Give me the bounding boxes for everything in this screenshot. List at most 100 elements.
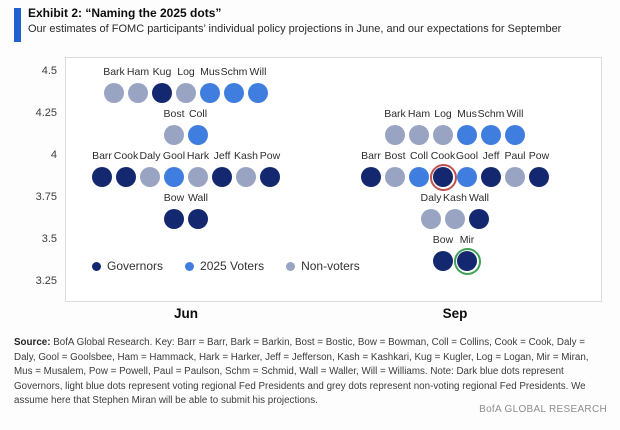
- dot-name-label: Jeff: [213, 150, 231, 162]
- dot-sep-bost: [385, 167, 405, 187]
- dot-name-label: Schm: [477, 108, 505, 120]
- dot-name-label: Wall: [187, 192, 209, 204]
- y-axis-tick: 3.5: [41, 233, 57, 245]
- exhibit-accent-bar: [14, 8, 21, 42]
- dot-name-label: Hark: [186, 150, 210, 162]
- governor-dot-icon: [92, 261, 101, 271]
- dot-jun-log: [176, 83, 196, 103]
- legend-label: 2025 Voters: [200, 259, 265, 273]
- dot-sep-mir: [457, 251, 477, 271]
- dot-name-label: Log: [177, 66, 195, 78]
- y-axis-tick: 4: [50, 149, 57, 161]
- dot-jun-schm: [224, 83, 244, 103]
- x-axis-group-label-jun: Jun: [173, 306, 199, 321]
- dot-sep-schm: [481, 125, 501, 145]
- dot-name-label: Kash: [443, 192, 467, 204]
- dot-jun-cook: [116, 167, 136, 187]
- dot-jun-kug: [152, 83, 172, 103]
- dot-name-label: Mus: [457, 108, 477, 120]
- x-axis-group-label-sep: Sep: [442, 306, 468, 321]
- dot-name-label: Bost: [163, 108, 185, 120]
- dot-sep-coll: [409, 167, 429, 187]
- dot-name-label: Log: [434, 108, 452, 120]
- voter-dot-icon: [185, 261, 195, 271]
- dot-sep-gool: [457, 167, 477, 187]
- y-axis-tick: 3.25: [35, 275, 57, 287]
- dot-sep-cook: [433, 167, 453, 187]
- dot-sep-bark: [385, 125, 405, 145]
- dot-sep-paul: [505, 167, 525, 187]
- dot-name-label: Will: [506, 108, 524, 120]
- dot-name-label: Gool: [455, 150, 479, 162]
- chart-legend: Governors 2025 Voters Non-voters: [92, 259, 360, 273]
- dot-sep-bow: [433, 251, 453, 271]
- dot-jun-coll: [188, 125, 208, 145]
- legend-label: Governors: [107, 259, 164, 273]
- dot-sep-wall: [469, 209, 489, 229]
- source-note: Source: BofA Global Research. Key: Barr …: [14, 336, 608, 409]
- dot-name-label: Ham: [407, 108, 431, 120]
- dot-jun-ham: [128, 83, 148, 103]
- dot-name-label: Barr: [92, 150, 112, 162]
- dot-name-label: Kug: [152, 66, 172, 78]
- dot-jun-jeff: [212, 167, 232, 187]
- source-text: BofA Global Research. Key: Barr = Barr, …: [14, 337, 589, 407]
- dot-sep-will: [505, 125, 525, 145]
- dot-jun-bow: [164, 209, 184, 229]
- dot-sep-barr: [361, 167, 381, 187]
- dot-sep-log: [433, 125, 453, 145]
- y-axis-tick: 4.25: [35, 107, 57, 119]
- dot-jun-barr: [92, 167, 112, 187]
- dot-sep-kash: [445, 209, 465, 229]
- source-label: Source:: [14, 337, 51, 348]
- exhibit-subtitle: Our estimates of FOMC participants’ indi…: [28, 23, 562, 35]
- dot-name-label: Jeff: [482, 150, 500, 162]
- legend-item-voter: 2025 Voters: [185, 259, 264, 273]
- legend-item-governor: Governors: [92, 259, 163, 273]
- dot-jun-pow: [260, 167, 280, 187]
- legend-label: Non-voters: [301, 259, 360, 273]
- dot-sep-ham: [409, 125, 429, 145]
- dot-name-label: Coll: [409, 150, 429, 162]
- dot-name-label: Bow: [163, 192, 185, 204]
- dot-name-label: Pow: [528, 150, 550, 162]
- highlight-ring-mir: [453, 247, 481, 275]
- dot-name-label: Daly: [420, 192, 442, 204]
- dot-jun-gool: [164, 167, 184, 187]
- legend-item-nonvoter: Non-voters: [286, 259, 360, 273]
- dot-sep-mus: [457, 125, 477, 145]
- dot-name-label: Daly: [139, 150, 161, 162]
- dot-name-label: Bark: [103, 66, 125, 78]
- dot-name-label: Mus: [200, 66, 220, 78]
- dot-name-label: Cook: [430, 150, 456, 162]
- y-axis-tick: 3.75: [35, 191, 57, 203]
- nonvoter-dot-icon: [286, 261, 296, 271]
- dot-name-label: Ham: [126, 66, 150, 78]
- dot-jun-bost: [164, 125, 184, 145]
- dot-name-label: Paul: [504, 150, 526, 162]
- highlight-ring-cook: [429, 163, 457, 191]
- dot-name-label: Bost: [384, 150, 406, 162]
- dot-jun-bark: [104, 83, 124, 103]
- dot-name-label: Gool: [162, 150, 186, 162]
- dot-name-label: Schm: [220, 66, 248, 78]
- dot-name-label: Kash: [234, 150, 258, 162]
- brand-mark: BofA GLOBAL RESEARCH: [479, 404, 607, 415]
- dot-sep-daly: [421, 209, 441, 229]
- dot-name-label: Pow: [259, 150, 281, 162]
- dot-name-label: Bark: [384, 108, 406, 120]
- dot-jun-kash: [236, 167, 256, 187]
- dot-jun-mus: [200, 83, 220, 103]
- dot-name-label: Wall: [468, 192, 490, 204]
- dot-name-label: Coll: [188, 108, 208, 120]
- dot-jun-wall: [188, 209, 208, 229]
- dot-jun-daly: [140, 167, 160, 187]
- dot-name-label: Barr: [361, 150, 381, 162]
- y-axis-tick: 4.5: [41, 65, 57, 77]
- dot-jun-will: [248, 83, 268, 103]
- dot-name-label: Cook: [113, 150, 139, 162]
- exhibit-title: Exhibit 2: “Naming the 2025 dots”: [28, 6, 222, 20]
- dot-sep-pow: [529, 167, 549, 187]
- dot-jun-hark: [188, 167, 208, 187]
